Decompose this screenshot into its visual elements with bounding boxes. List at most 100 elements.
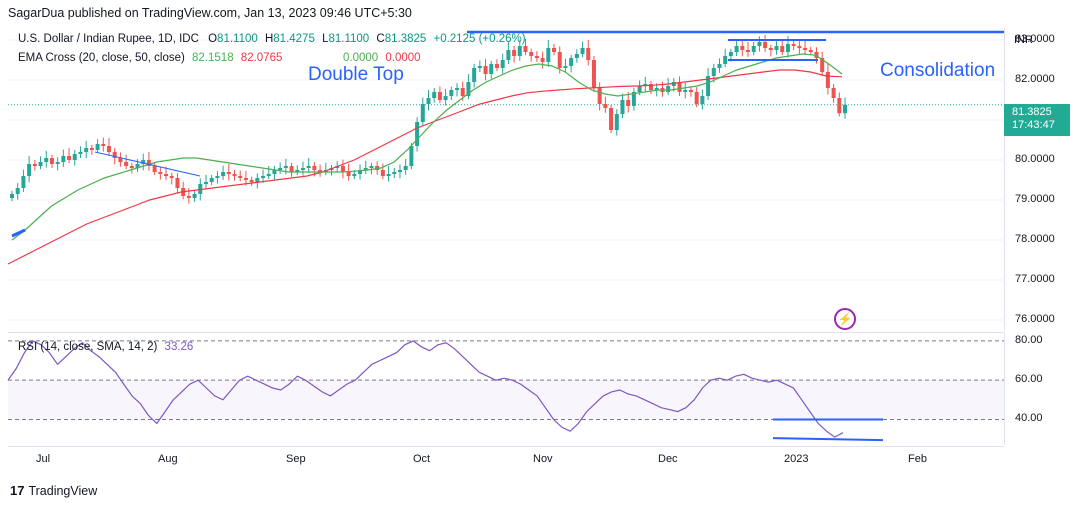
candle-body	[101, 144, 106, 146]
candle-body	[129, 166, 134, 168]
candle-body	[808, 50, 813, 52]
candle-body	[278, 168, 283, 170]
time-axis-label: Sep	[286, 453, 306, 465]
candle-body	[192, 194, 197, 198]
candle-body	[843, 104, 847, 114]
candle-body	[10, 194, 14, 198]
candle-body	[734, 46, 739, 52]
currency-label: INR	[1014, 34, 1033, 46]
candle-body	[27, 164, 32, 176]
candle-body	[455, 88, 460, 90]
candle-body	[529, 52, 534, 56]
time-axis-label: Jul	[36, 453, 51, 465]
ema50-line	[7, 69, 843, 265]
rsi-low-line	[772, 437, 884, 442]
candle-body	[449, 90, 454, 96]
candle-body	[420, 104, 425, 122]
candle-body	[135, 164, 140, 168]
candle-body	[546, 48, 551, 62]
price-scale[interactable]	[1004, 28, 1076, 332]
candle-body	[112, 152, 117, 158]
candle-body	[352, 174, 357, 176]
candle-body	[654, 88, 659, 90]
symbol-name: U.S. Dollar / Indian Rupee, 1D, IDC	[18, 33, 199, 45]
candle-body	[483, 66, 488, 74]
candle-body	[106, 146, 111, 152]
price-tick-label: 82.0000	[1015, 73, 1055, 85]
candle-body	[723, 56, 728, 64]
candle-body	[232, 174, 237, 176]
candle-body	[780, 46, 785, 52]
price-tick-label: 77.0000	[1015, 273, 1055, 285]
candle-body	[84, 148, 89, 152]
flash-icon[interactable]: ⚡	[834, 308, 856, 330]
tv-brand: TradingView	[28, 483, 98, 498]
double-top-annotation[interactable]: Double Top	[308, 64, 404, 85]
candle-body	[557, 52, 562, 68]
price-tick-label: 78.0000	[1015, 233, 1055, 245]
time-axis-label: Feb	[908, 453, 927, 465]
price-tick-label: 80.0000	[1015, 153, 1055, 165]
candle-body	[837, 98, 842, 114]
time-axis-label: Nov	[533, 453, 553, 465]
symbol-legend[interactable]: U.S. Dollar / Indian Rupee, 1D, IDC O81.…	[18, 33, 526, 45]
ema-cross-b: 0.0000	[385, 52, 421, 64]
candle-body	[67, 156, 72, 160]
candle-body	[243, 178, 248, 180]
candle-body	[797, 46, 802, 48]
start-marker-line	[11, 228, 26, 238]
candle-body	[477, 66, 482, 68]
rsi-line	[7, 340, 844, 438]
candle-body	[637, 86, 642, 92]
candle-body	[666, 86, 671, 92]
candle-body	[820, 58, 825, 72]
rsi-legend[interactable]: RSI (14, close, SMA, 14, 2) 33.26	[18, 341, 193, 353]
tradingview-logo[interactable]: 17 TradingView	[10, 483, 97, 498]
candle-body	[717, 64, 722, 68]
candle-body	[272, 170, 277, 174]
rsi-band	[8, 380, 1004, 420]
change-value: +0.2125 (+0.26%)	[433, 33, 526, 45]
open-label: O	[208, 33, 218, 45]
candle-body	[803, 48, 808, 50]
candle-body	[574, 54, 579, 58]
candle-body	[580, 48, 585, 54]
close-value: 81.3825	[384, 33, 427, 45]
candle-body	[95, 144, 100, 150]
rsi-value: 33.26	[164, 341, 194, 353]
candle-body	[118, 158, 123, 162]
candle-body	[728, 52, 733, 56]
price-pane[interactable]	[8, 28, 1004, 333]
ema-cross-a: 0.0000	[343, 52, 379, 64]
candle-body	[757, 42, 762, 46]
candle-body	[409, 146, 414, 166]
time-axis[interactable]	[8, 446, 1004, 473]
candle-body	[403, 166, 408, 170]
ema-cross-legend: 0.0000 0.0000	[343, 52, 421, 64]
candle-body	[295, 170, 300, 172]
time-axis-label: Dec	[658, 453, 678, 465]
ema50-value: 82.0765	[240, 52, 283, 64]
high-label: H	[264, 33, 274, 45]
candle-body	[306, 166, 311, 168]
bar-countdown: 17:43:47	[1012, 119, 1055, 131]
ema20-line	[11, 53, 843, 241]
candle-body	[460, 88, 465, 96]
rsi-scale[interactable]	[1004, 333, 1076, 445]
candle-body	[517, 46, 522, 56]
candle-body	[55, 162, 60, 164]
candle-body	[49, 158, 54, 164]
candle-body	[221, 172, 226, 176]
candle-body	[283, 166, 288, 168]
ema-legend[interactable]: EMA Cross (20, close, 50, close) 82.1518…	[18, 52, 282, 64]
open-value: 81.1100	[217, 33, 258, 45]
candle-body	[597, 88, 602, 104]
candle-body	[164, 174, 169, 176]
candle-body	[141, 160, 146, 164]
candle-body	[432, 92, 437, 98]
time-axis-label: 2023	[784, 453, 809, 465]
candle-body	[746, 50, 751, 52]
candle-body	[494, 64, 499, 68]
consolidation-annotation[interactable]: Consolidation	[880, 60, 996, 81]
candle-body	[603, 104, 608, 108]
